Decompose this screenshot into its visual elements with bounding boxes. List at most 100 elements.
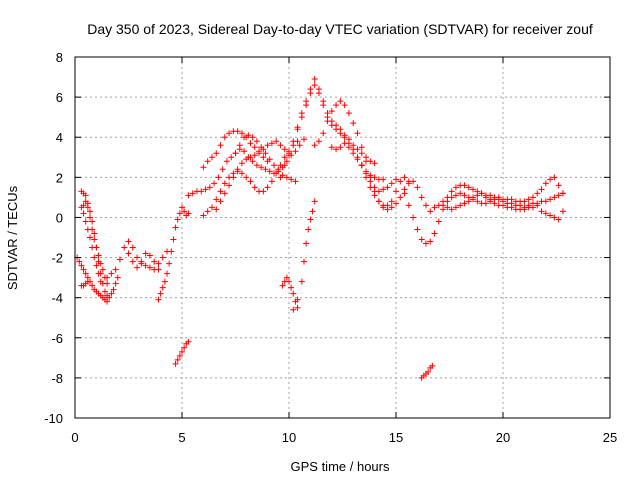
data-point: [247, 178, 254, 185]
series-arc-v: [440, 190, 566, 223]
data-point: [305, 226, 312, 233]
data-point: [538, 208, 545, 215]
data-point: [271, 162, 278, 169]
data-point: [279, 282, 286, 289]
data-point: [534, 190, 541, 197]
data-point: [213, 150, 220, 157]
data-point: [258, 144, 265, 151]
data-point: [223, 158, 230, 165]
data-point: [174, 356, 181, 363]
data-point: [217, 198, 224, 205]
data-point: [290, 306, 297, 313]
data-point: [288, 284, 295, 291]
data-point: [354, 156, 361, 163]
data-point: [283, 274, 290, 281]
y-tick-label: -6: [51, 331, 63, 346]
data-point: [542, 198, 549, 205]
data-point: [315, 86, 322, 93]
data-point: [315, 138, 322, 145]
data-point: [440, 202, 447, 209]
data-point: [345, 110, 352, 117]
data-point: [112, 280, 119, 287]
data-point: [410, 178, 417, 185]
data-point: [230, 174, 237, 181]
data-point: [281, 154, 288, 161]
data-point: [311, 82, 318, 89]
data-point: [251, 152, 258, 159]
y-tick-label: -4: [51, 291, 63, 306]
data-point: [221, 180, 228, 187]
data-point: [226, 130, 233, 137]
data-point: [427, 238, 434, 245]
data-point: [232, 150, 239, 157]
data-point: [91, 230, 98, 237]
data-point: [181, 344, 188, 351]
data-point: [256, 148, 263, 155]
data-point: [350, 142, 357, 149]
data-point: [333, 102, 340, 109]
data-point: [337, 144, 344, 151]
data-point: [429, 362, 436, 369]
series-arc-l: [200, 138, 301, 219]
x-tick-label: 20: [496, 430, 510, 445]
data-point: [294, 124, 301, 131]
series-arc-t: [401, 190, 566, 247]
data-point: [277, 142, 284, 149]
data-point: [247, 140, 254, 147]
data-point: [384, 206, 391, 213]
data-point: [114, 274, 121, 281]
data-point: [307, 86, 314, 93]
data-point: [388, 198, 395, 205]
data-point: [215, 174, 222, 181]
data-point: [547, 176, 554, 183]
data-point: [328, 144, 335, 151]
data-point: [89, 226, 96, 233]
data-point: [146, 252, 153, 259]
data-point: [341, 102, 348, 109]
data-point: [253, 162, 260, 169]
data-point: [262, 166, 269, 173]
data-point: [253, 138, 260, 145]
data-point: [410, 214, 417, 221]
data-point: [91, 254, 98, 261]
data-point: [559, 208, 566, 215]
data-point: [202, 186, 209, 193]
data-point: [238, 130, 245, 137]
data-point: [134, 264, 141, 271]
data-point: [320, 130, 327, 137]
series-arc-a: [74, 254, 121, 305]
data-point: [393, 188, 399, 195]
data-point: [142, 262, 149, 269]
data-point: [337, 98, 344, 105]
data-point: [86, 214, 93, 221]
data-point: [452, 184, 459, 191]
x-tick-label: 25: [603, 430, 617, 445]
data-point: [333, 122, 340, 129]
data-point: [418, 236, 425, 243]
data-point: [129, 244, 136, 251]
data-point: [251, 184, 258, 191]
data-point: [290, 290, 297, 297]
data-point: [260, 154, 267, 161]
data-point: [341, 140, 348, 147]
data-point: [226, 182, 233, 189]
data-point: [99, 266, 106, 273]
data-point: [264, 184, 271, 191]
data-point: [236, 142, 243, 149]
data-point: [151, 258, 158, 265]
data-point: [241, 134, 248, 141]
data-point: [93, 262, 100, 269]
data-point: [470, 194, 477, 201]
data-point: [101, 288, 108, 295]
data-point: [500, 202, 506, 209]
data-point: [401, 190, 408, 197]
data-point: [266, 168, 273, 175]
x-tick-label: 5: [178, 430, 185, 445]
data-point: [249, 158, 256, 165]
series-arc-c: [78, 204, 104, 285]
series-arc-y: [418, 362, 436, 381]
data-point: [283, 174, 290, 181]
data-points: [74, 76, 566, 381]
data-point: [375, 198, 382, 205]
data-point: [328, 108, 335, 115]
